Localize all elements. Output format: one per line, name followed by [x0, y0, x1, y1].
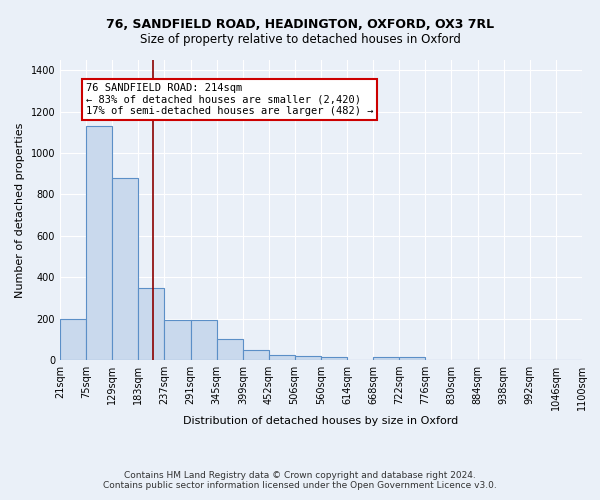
Bar: [60, 318, 86, 360]
Bar: [164, 320, 191, 360]
Y-axis label: Number of detached properties: Number of detached properties: [15, 122, 25, 298]
Bar: [112, 178, 139, 360]
Bar: [243, 350, 269, 360]
Bar: [399, 357, 425, 360]
Text: Size of property relative to detached houses in Oxford: Size of property relative to detached ho…: [140, 32, 460, 46]
Text: 76, SANDFIELD ROAD, HEADINGTON, OXFORD, OX3 7RL: 76, SANDFIELD ROAD, HEADINGTON, OXFORD, …: [106, 18, 494, 30]
Bar: [139, 288, 164, 360]
Bar: [86, 126, 112, 360]
Bar: [373, 357, 399, 360]
Bar: [321, 357, 347, 360]
Text: 76 SANDFIELD ROAD: 214sqm
← 83% of detached houses are smaller (2,420)
17% of se: 76 SANDFIELD ROAD: 214sqm ← 83% of detac…: [86, 83, 374, 116]
Bar: [295, 356, 321, 360]
Bar: [191, 320, 217, 360]
Text: Contains HM Land Registry data © Crown copyright and database right 2024.
Contai: Contains HM Land Registry data © Crown c…: [103, 470, 497, 490]
Bar: [217, 340, 243, 360]
X-axis label: Distribution of detached houses by size in Oxford: Distribution of detached houses by size …: [184, 416, 458, 426]
Bar: [269, 355, 295, 360]
